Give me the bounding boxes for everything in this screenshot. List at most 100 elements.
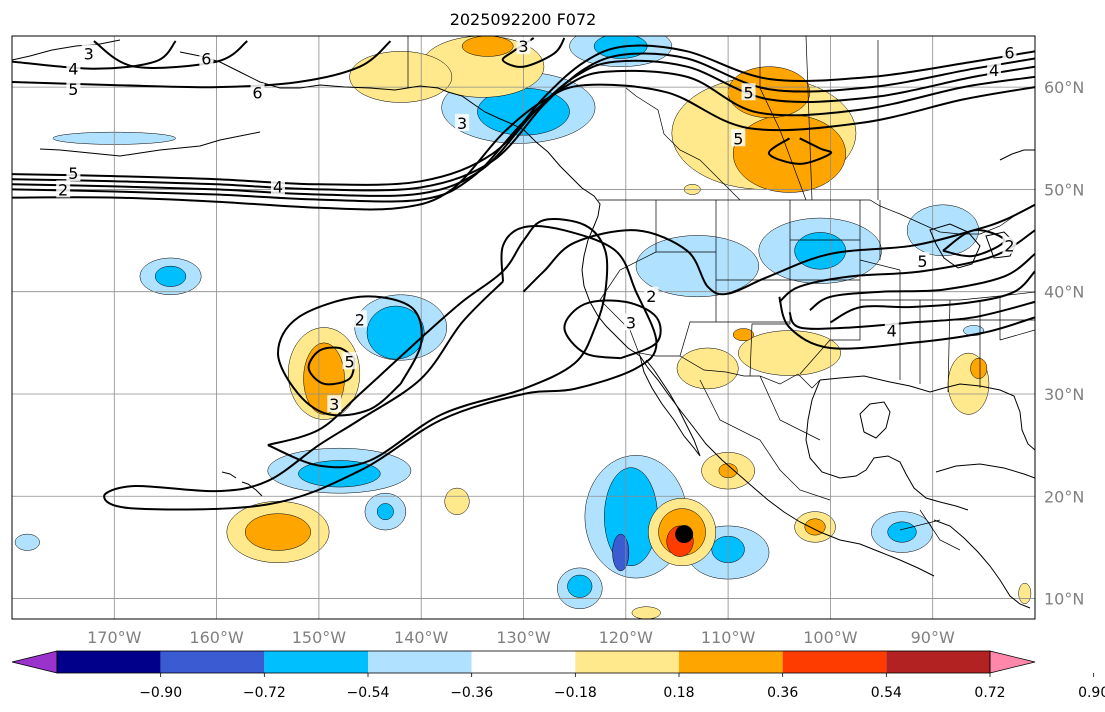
lat-tick-label: 10°N <box>1044 590 1084 609</box>
lon-tick-label: 90°W <box>911 628 955 647</box>
lon-tick-label: 170°W <box>87 628 142 647</box>
colorbar-swatch <box>679 651 783 673</box>
contour-label: 4 <box>68 60 78 79</box>
longitude-labels: 170°W 160°W 150°W 140°W 130°W 120°W 110°W 100°W… <box>87 628 955 647</box>
map-frame <box>11 35 1036 620</box>
contour-label: 3 <box>84 44 94 63</box>
shaded-region <box>970 357 988 379</box>
contour-label-bg <box>915 252 930 270</box>
contour-label: 2 <box>58 180 68 199</box>
contour-line <box>829 270 1035 324</box>
lon-tick-label: 120°W <box>599 628 654 647</box>
contour-label: 2 <box>646 287 656 306</box>
contour-label-bg <box>327 395 342 413</box>
shaded-region <box>612 533 630 572</box>
contour-label: 2 <box>1004 237 1014 256</box>
lon-tick-label: 110°W <box>701 628 756 647</box>
coastline-aleutians <box>39 131 261 157</box>
coastline-mexico-gulf <box>805 379 969 511</box>
contour-label-bg <box>623 313 638 331</box>
coastline-alaska-pacific <box>299 84 935 577</box>
contour-label: 4 <box>273 177 283 196</box>
shaded-region <box>887 521 917 543</box>
contour-label: 3 <box>329 395 339 414</box>
lat-tick-label: 30°N <box>1044 385 1084 404</box>
colorbar-swatch <box>264 651 368 673</box>
latitude-labels: 10°N 20°N 30°N 40°N 50°N 60°N <box>1044 78 1084 608</box>
contour-line <box>778 229 1035 303</box>
contour-line <box>307 346 356 386</box>
contour-label: 6 <box>252 83 262 102</box>
colorbar-swatch <box>782 651 887 673</box>
border-us-mexico <box>633 351 821 389</box>
shaded-region <box>461 36 514 57</box>
coastline-central-america <box>933 519 1031 609</box>
colorbar-tick-label: 0.90 <box>1078 685 1105 701</box>
border-us-states-west <box>599 200 901 377</box>
contour-label-bg <box>741 83 756 101</box>
shaded-region <box>906 204 979 257</box>
contour-label-bg <box>1002 236 1017 254</box>
coastline-gulf <box>819 375 1035 451</box>
shaded-region <box>1018 582 1032 604</box>
colorbar-tick-label: −0.36 <box>450 685 493 701</box>
contour-label-bg <box>987 60 1002 78</box>
border-mexico-states <box>699 375 961 551</box>
contour-line <box>276 295 423 417</box>
colorbar-extend-high <box>989 650 1036 674</box>
contour-label-bg <box>516 37 531 55</box>
border-us-canada <box>598 199 1035 235</box>
shaded-region <box>376 503 394 521</box>
colorbar-frame <box>56 650 991 674</box>
lat-tick-label: 40°N <box>1044 283 1084 302</box>
contour-line <box>12 69 1035 203</box>
colorbar-swatch <box>575 651 679 673</box>
lat-tick-label: 20°N <box>1044 487 1084 506</box>
colorbar-swatch <box>57 651 161 673</box>
lon-tick-label: 160°W <box>189 628 244 647</box>
contour-line <box>12 44 1035 186</box>
shaded-region <box>366 305 425 360</box>
contour-label-bg <box>66 164 81 182</box>
colorbar-swatch <box>160 651 265 673</box>
storm-center-marker <box>675 525 694 544</box>
contour-lines <box>12 37 1035 511</box>
shaded-region <box>154 265 187 287</box>
contour-label: 5 <box>68 164 78 183</box>
shaded-region <box>244 513 311 551</box>
contour-label: 6 <box>1004 43 1014 62</box>
marker-layer <box>675 525 694 544</box>
coastline-cuba <box>935 463 1035 479</box>
contour-line <box>267 218 609 469</box>
colorbar-tick-label: 0.54 <box>871 685 902 701</box>
contour-label: 5 <box>743 83 753 102</box>
contour-label: 2 <box>355 310 365 329</box>
shaded-region <box>14 533 40 551</box>
shaded-region <box>631 606 661 619</box>
shaded-region <box>738 330 841 376</box>
contour-label: 6 <box>201 50 211 69</box>
contour-label-bg <box>644 286 659 304</box>
contour-line <box>93 40 248 69</box>
contour-line <box>103 225 658 511</box>
colorbar-swatch <box>368 651 472 673</box>
colorbar-tick-label: 0.36 <box>767 685 798 701</box>
contour-line <box>12 40 392 89</box>
contour-label-bg <box>270 177 285 195</box>
colorbar <box>11 650 1036 674</box>
border-canada-provinces <box>625 36 879 201</box>
colorbar-swatch <box>886 651 990 673</box>
contour-label: 3 <box>457 114 467 133</box>
contour-label-bg <box>81 44 96 62</box>
contour-label: 3 <box>626 313 636 332</box>
contour-label: 4 <box>887 322 897 341</box>
colorbar-tick-label: 0.18 <box>663 685 694 701</box>
colorbar-extend-low <box>11 650 58 674</box>
contour-label-bg <box>884 321 899 339</box>
lon-tick-label: 100°W <box>803 628 858 647</box>
coastline-baja <box>639 355 701 457</box>
colorbar-labels: −0.90 −0.72 −0.54 −0.36 −0.18 0.18 0.36 0.54 0.7… <box>139 673 1105 701</box>
contour-line <box>778 296 1035 350</box>
